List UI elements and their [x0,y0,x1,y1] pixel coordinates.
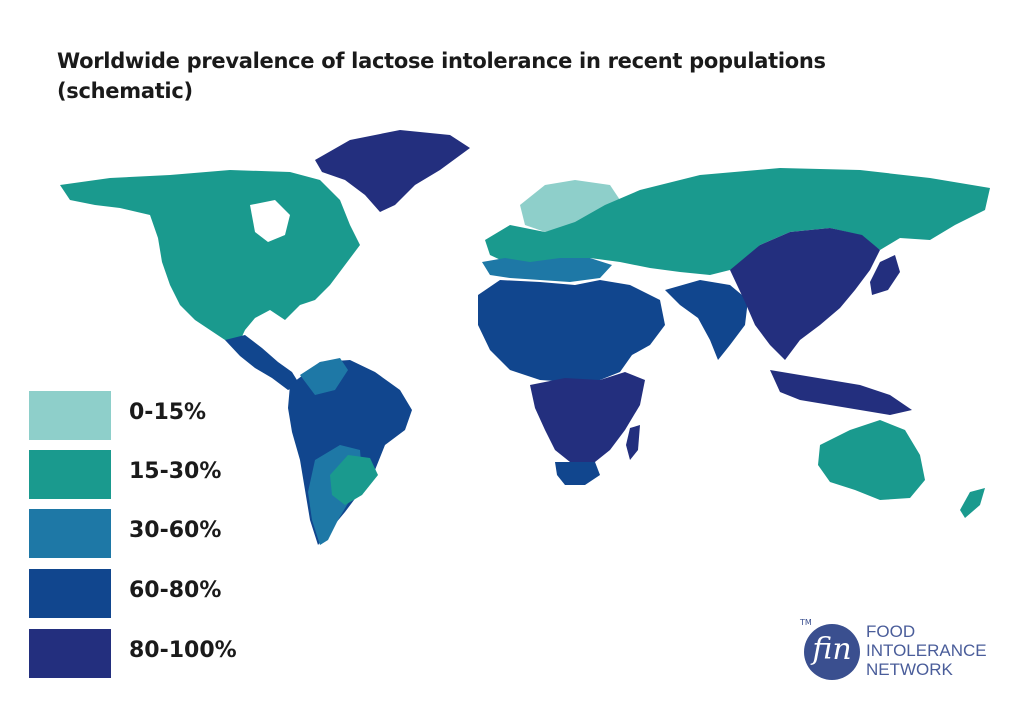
map-title: Worldwide prevalence of lactose intolera… [57,46,826,106]
region-southern-brazil [330,455,378,505]
legend-swatch [29,450,111,499]
logo-line-3: NETWORK [866,660,953,679]
region-sub-saharan-africa [530,372,645,462]
legend-label: 0-15% [129,400,207,425]
title-line-1: Worldwide prevalence of lactose intolera… [57,49,826,73]
legend-item-30-60: 30-60% [29,509,289,559]
fin-logo: TM fin FOOD INTOLERANCE NETWORK [800,618,1010,688]
region-hudson-bay [250,200,290,242]
legend-swatch [29,569,111,618]
legend-item-80-100: 80-100% [29,629,289,679]
legend-label: 80-100% [129,638,237,663]
logo-wordmark: FOOD INTOLERANCE NETWORK [866,622,987,679]
region-mediterranean [482,258,612,282]
region-australia [818,420,925,500]
legend-swatch [29,391,111,440]
legend-label: 15-30% [129,459,222,484]
fin-logo-icon: fin [804,624,860,680]
region-north-america [60,170,360,345]
region-southern-africa [555,462,600,485]
legend-label: 30-60% [129,518,222,543]
region-new-zealand [960,488,985,518]
region-southeast-asia [770,370,912,415]
trademark-mark: TM [800,618,812,627]
logo-line-1: FOOD [866,622,916,641]
region-north-africa-middle-east [478,280,665,382]
region-east-asia [730,228,880,360]
title-line-2: (schematic) [57,79,193,103]
region-central-america [225,335,300,390]
legend-label: 60-80% [129,578,222,603]
legend-item-0-15: 0-15% [29,391,289,441]
legend-swatch [29,629,111,678]
region-south-america-north [300,358,348,395]
region-south-asia [665,280,748,360]
region-europe-russia [485,168,990,275]
logo-mark-text: fin [812,632,852,667]
legend-item-15-30: 15-30% [29,450,289,500]
region-japan [870,255,900,295]
region-madagascar [626,425,640,460]
legend-swatch [29,509,111,558]
region-greenland [315,130,470,212]
region-northern-europe [520,180,620,232]
legend-item-60-80: 60-80% [29,569,289,619]
logo-line-2: INTOLERANCE [866,641,987,660]
